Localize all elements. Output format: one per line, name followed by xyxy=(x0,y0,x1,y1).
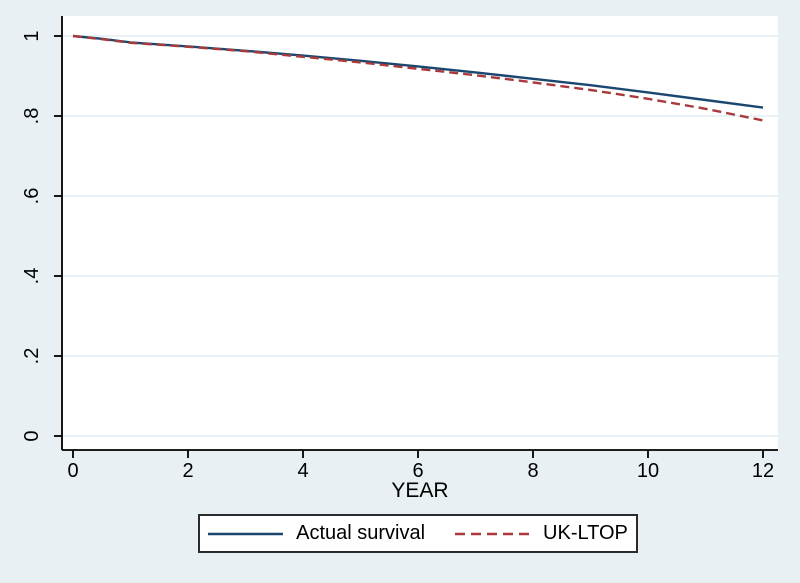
y-axis-ticks: 0 .2 .4 .6 .8 1 xyxy=(21,30,62,442)
gridlines xyxy=(62,35,778,437)
y-tick-label: .2 xyxy=(21,348,43,365)
series-line-actual-survival xyxy=(72,34,764,109)
y-tick-label: 1 xyxy=(21,30,43,41)
x-axis-title: YEAR xyxy=(391,479,448,502)
y-tick-label: .6 xyxy=(21,188,43,205)
y-tick-label: .4 xyxy=(21,268,43,285)
x-tick-label: 0 xyxy=(67,460,78,482)
dashed-line-swatch xyxy=(455,532,531,535)
legend: Actual survival UK-LTOP xyxy=(198,514,638,553)
x-tick-label: 4 xyxy=(297,460,308,482)
legend-item-actual-survival: Actual survival xyxy=(208,522,425,545)
x-axis-ticks: 0 2 4 6 8 10 12 xyxy=(67,450,774,482)
y-tick-label: .8 xyxy=(21,108,43,125)
legend-label-actual-survival: Actual survival xyxy=(296,522,426,544)
x-tick-label: 10 xyxy=(637,460,659,482)
legend-label-uk-ltop: UK-LTOP xyxy=(543,522,628,544)
series-line-uk-ltop xyxy=(72,34,764,122)
x-tick-label: 8 xyxy=(527,460,538,482)
legend-item-uk-ltop: UK-LTOP xyxy=(455,522,628,545)
x-tick-label: 2 xyxy=(182,460,193,482)
series-lines xyxy=(72,34,764,122)
y-tick-label: 0 xyxy=(21,430,43,441)
x-tick-label: 6 xyxy=(412,460,423,482)
x-tick-label: 12 xyxy=(752,460,774,482)
solid-line-swatch xyxy=(208,532,284,535)
plot-area xyxy=(62,16,778,450)
